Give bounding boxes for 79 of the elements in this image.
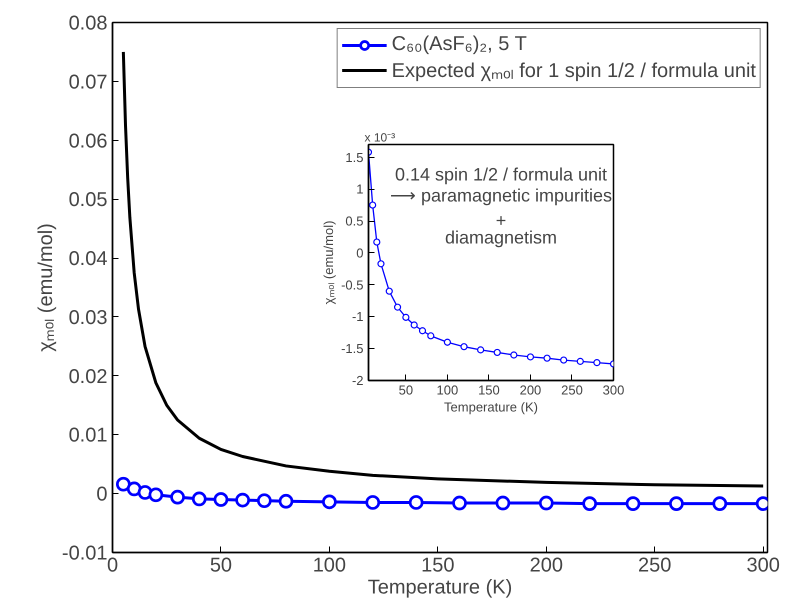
point [582, 496, 597, 511]
point [235, 492, 250, 508]
x-tick-label: 100 [312, 554, 346, 576]
y-tick-label: 0.02 [68, 366, 108, 388]
annotation: ⟶ paramagnetic impurities [390, 186, 612, 206]
x-tick-label: 200 [530, 554, 563, 576]
y-tick-label: 0.07 [68, 71, 108, 94]
point [192, 492, 207, 506]
point [394, 304, 402, 311]
point [669, 496, 684, 511]
y-tick-label: 0 [356, 245, 364, 260]
point [386, 288, 393, 295]
y-tick-label: 1.5 [345, 150, 364, 165]
x-axis-title: Temperature (K) [444, 400, 538, 414]
y-tick-label: -1.5 [341, 341, 364, 356]
y-tick-label: 0 [96, 484, 108, 506]
y-tick-label: 0.03 [68, 306, 108, 329]
point [322, 494, 337, 510]
annotation: 0.14 spin 1/2 / formula unit [394, 164, 608, 184]
point [510, 351, 518, 359]
annotation: + [496, 210, 506, 230]
point [538, 496, 554, 510]
point [278, 494, 294, 509]
point [496, 496, 510, 510]
x-axis-title: Temperature (K) [368, 576, 512, 598]
y-tick-label: -1 [352, 309, 364, 324]
point [170, 490, 185, 504]
y-tick-label: 0.05 [68, 189, 108, 212]
point [408, 495, 424, 510]
point [214, 492, 228, 507]
y-tick-label: 0.04 [68, 248, 108, 270]
x-tick-label: 300 [746, 554, 780, 576]
x-tick-label: 100 [436, 382, 458, 398]
point [373, 238, 380, 246]
point [369, 202, 376, 209]
point [365, 495, 380, 510]
y-tick-label: 1 [356, 182, 364, 197]
y-tick-label: -2 [352, 373, 364, 388]
y-axis-title: χₘₒₗ (emu/mol) [34, 223, 57, 352]
point [418, 327, 426, 334]
annotation: x 10⁻³ [364, 130, 396, 144]
y-tick-label: 0.01 [68, 424, 108, 447]
annotation: diamagnetism [444, 228, 558, 248]
y-tick-label: 0.5 [345, 214, 364, 229]
y-tick-label: -0.5 [341, 277, 364, 292]
legend-label: Expected χₘₒₗ for 1 spin 1/2 / formula unit [392, 59, 756, 83]
point [402, 314, 410, 321]
point [427, 332, 434, 340]
point [477, 346, 484, 354]
point [494, 348, 501, 356]
point [712, 496, 728, 511]
point [576, 358, 584, 365]
point [560, 356, 568, 364]
x-tick-label: 150 [478, 382, 500, 398]
x-tick-label: 250 [638, 554, 672, 576]
legend-label: C₆₀(AsF₆)₂, 5 T [392, 33, 527, 56]
point [543, 354, 551, 362]
point [626, 496, 640, 511]
point [148, 487, 164, 502]
point [526, 353, 534, 360]
point [452, 496, 467, 510]
x-tick-label: 150 [421, 554, 455, 576]
x-tick-label: 50 [398, 382, 414, 398]
x-tick-label: 300 [602, 382, 624, 398]
y-tick-label: -0.01 [62, 542, 108, 564]
point [377, 260, 385, 268]
x-tick-label: 200 [520, 382, 542, 398]
point [126, 482, 142, 496]
y-tick-label: 0.06 [68, 130, 108, 152]
point [444, 338, 451, 346]
y-tick-label: 0.08 [68, 12, 108, 34]
point [460, 343, 468, 350]
point [256, 493, 272, 508]
x-tick-label: 250 [561, 382, 583, 398]
point [410, 321, 418, 329]
point [116, 476, 131, 492]
point [593, 359, 600, 366]
x-tick-label: 50 [210, 554, 232, 576]
y-axis-title: χₘₒₗ (emu/mol) [321, 220, 336, 304]
